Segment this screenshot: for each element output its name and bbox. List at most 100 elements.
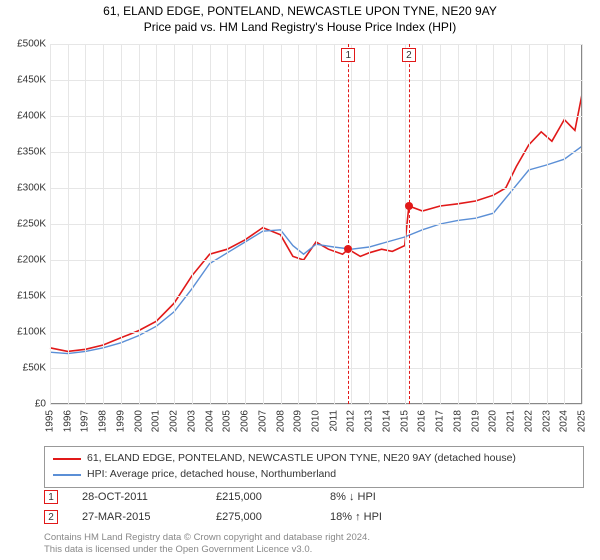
sale-diff: 18% ↑ HPI xyxy=(330,511,430,523)
gridline-v xyxy=(351,44,352,404)
gridline-v xyxy=(192,44,193,404)
gridline-v xyxy=(263,44,264,404)
xtick-label: 1996 xyxy=(62,410,73,432)
gridline-v xyxy=(139,44,140,404)
xtick-label: 2022 xyxy=(523,410,534,432)
xtick-label: 1999 xyxy=(115,410,126,432)
ytick-label: £150K xyxy=(17,291,46,302)
event-marker-dot xyxy=(344,245,352,253)
xtick-label: 2003 xyxy=(186,410,197,432)
gridline-v xyxy=(210,44,211,404)
xtick-label: 2018 xyxy=(452,410,463,432)
gridline-v xyxy=(511,44,512,404)
gridline-v xyxy=(245,44,246,404)
xtick-label: 1995 xyxy=(45,410,56,432)
xtick-label: 2006 xyxy=(240,410,251,432)
xtick-label: 2024 xyxy=(559,410,570,432)
sale-row: 2 27-MAR-2015 £275,000 18% ↑ HPI xyxy=(44,510,584,524)
event-marker-dot xyxy=(405,202,413,210)
xtick-label: 2009 xyxy=(293,410,304,432)
xtick-label: 2010 xyxy=(311,410,322,432)
xtick-label: 2000 xyxy=(133,410,144,432)
xtick-label: 1998 xyxy=(98,410,109,432)
gridline-v xyxy=(582,44,583,404)
xtick-label: 2005 xyxy=(222,410,233,432)
sale-badge: 2 xyxy=(44,510,58,524)
ytick-label: £400K xyxy=(17,111,46,122)
gridline-v xyxy=(458,44,459,404)
gridline-v xyxy=(68,44,69,404)
ytick-label: £250K xyxy=(17,219,46,230)
gridline-h xyxy=(50,404,582,405)
xtick-label: 2002 xyxy=(169,410,180,432)
ytick-label: £50K xyxy=(23,363,46,374)
legend-box: 61, ELAND EDGE, PONTELAND, NEWCASTLE UPO… xyxy=(44,446,584,488)
gridline-v xyxy=(547,44,548,404)
gridline-v xyxy=(50,44,51,404)
ytick-label: £0 xyxy=(35,399,46,410)
gridline-v xyxy=(316,44,317,404)
xtick-label: 2015 xyxy=(399,410,410,432)
gridline-v xyxy=(227,44,228,404)
gridline-v xyxy=(174,44,175,404)
ytick-label: £500K xyxy=(17,39,46,50)
gridline-v xyxy=(298,44,299,404)
sale-rows: 1 28-OCT-2011 £215,000 8% ↓ HPI 2 27-MAR-2015… xyxy=(44,490,584,530)
xtick-label: 2004 xyxy=(204,410,215,432)
xtick-label: 2011 xyxy=(328,410,339,432)
footnote-line-1: Contains HM Land Registry data © Crown c… xyxy=(44,532,584,544)
legend-row: HPI: Average price, detached house, Nort… xyxy=(53,467,575,483)
ytick-label: £100K xyxy=(17,327,46,338)
gridline-v xyxy=(493,44,494,404)
gridline-v xyxy=(103,44,104,404)
title-line-1: 61, ELAND EDGE, PONTELAND, NEWCASTLE UPO… xyxy=(0,4,600,20)
legend-label: 61, ELAND EDGE, PONTELAND, NEWCASTLE UPO… xyxy=(87,451,516,467)
legend-label: HPI: Average price, detached house, Nort… xyxy=(87,467,336,483)
xtick-label: 2019 xyxy=(470,410,481,432)
xtick-label: 2023 xyxy=(541,410,552,432)
sale-date: 28-OCT-2011 xyxy=(82,491,192,503)
gridline-v xyxy=(85,44,86,404)
event-marker-line xyxy=(409,44,410,404)
ytick-label: £200K xyxy=(17,255,46,266)
sale-date: 27-MAR-2015 xyxy=(82,511,192,523)
chart-plot-area: £0£50K£100K£150K£200K£250K£300K£350K£400… xyxy=(50,44,582,404)
xtick-label: 1997 xyxy=(80,410,91,432)
title-line-2: Price paid vs. HM Land Registry's House … xyxy=(0,20,600,36)
ytick-label: £300K xyxy=(17,183,46,194)
gridline-v xyxy=(422,44,423,404)
xtick-label: 2013 xyxy=(364,410,375,432)
gridline-v xyxy=(405,44,406,404)
gridline-v xyxy=(440,44,441,404)
gridline-v xyxy=(476,44,477,404)
event-marker-badge: 1 xyxy=(341,48,355,62)
gridline-v xyxy=(156,44,157,404)
legend-row: 61, ELAND EDGE, PONTELAND, NEWCASTLE UPO… xyxy=(53,451,575,467)
gridline-v xyxy=(387,44,388,404)
event-marker-badge: 2 xyxy=(402,48,416,62)
sale-badge: 1 xyxy=(44,490,58,504)
sale-row: 1 28-OCT-2011 £215,000 8% ↓ HPI xyxy=(44,490,584,504)
xtick-label: 2017 xyxy=(435,410,446,432)
gridline-v xyxy=(564,44,565,404)
ytick-label: £450K xyxy=(17,75,46,86)
sale-price: £215,000 xyxy=(216,491,306,503)
legend-swatch xyxy=(53,458,81,460)
sale-diff: 8% ↓ HPI xyxy=(330,491,430,503)
chart-title-block: 61, ELAND EDGE, PONTELAND, NEWCASTLE UPO… xyxy=(0,0,600,35)
gridline-v xyxy=(369,44,370,404)
xtick-label: 2014 xyxy=(381,410,392,432)
xtick-label: 2025 xyxy=(577,410,588,432)
ytick-label: £350K xyxy=(17,147,46,158)
gridline-v xyxy=(121,44,122,404)
gridline-v xyxy=(281,44,282,404)
sale-price: £275,000 xyxy=(216,511,306,523)
xtick-label: 2016 xyxy=(417,410,428,432)
footnote-line-2: This data is licensed under the Open Gov… xyxy=(44,544,584,556)
xtick-label: 2008 xyxy=(275,410,286,432)
xtick-label: 2007 xyxy=(257,410,268,432)
event-marker-line xyxy=(348,44,349,404)
xtick-label: 2020 xyxy=(488,410,499,432)
xtick-label: 2021 xyxy=(506,410,517,432)
xtick-label: 2001 xyxy=(151,410,162,432)
